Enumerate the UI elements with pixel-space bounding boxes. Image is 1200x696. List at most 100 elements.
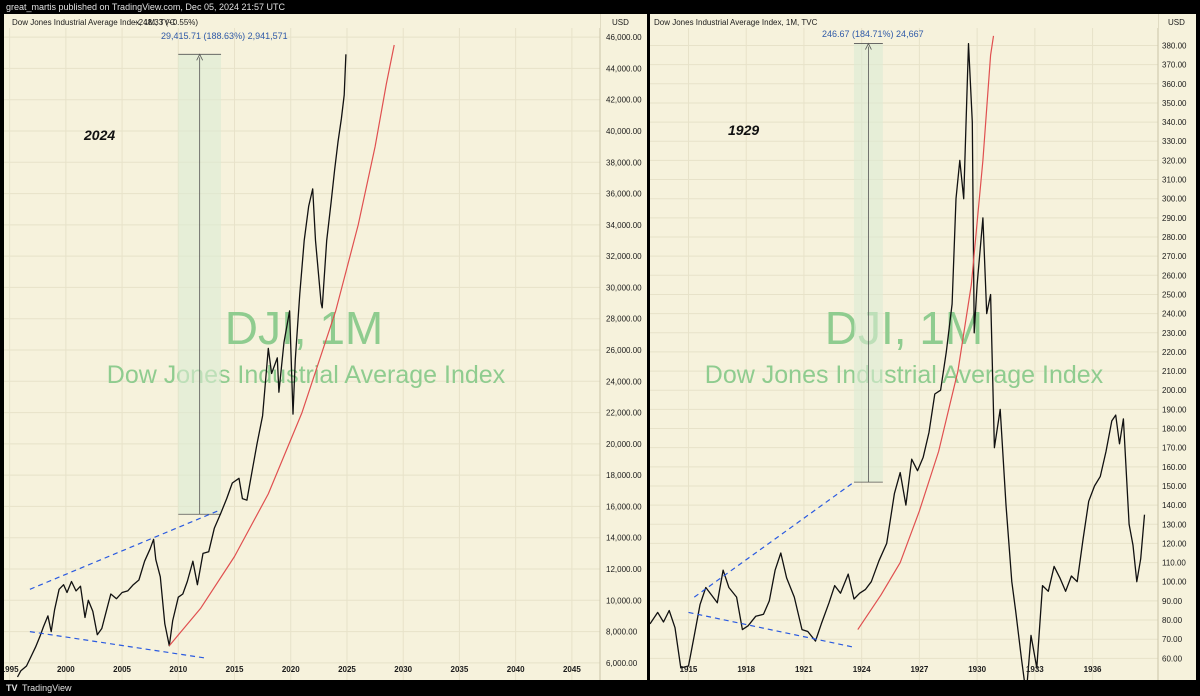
series-line-3[interactable] bbox=[29, 631, 207, 659]
currency-label[interactable]: USD bbox=[1168, 18, 1185, 27]
y-tick-label: 200.00 bbox=[1162, 386, 1187, 395]
x-tick-label: 1915 bbox=[680, 665, 698, 674]
x-tick-label: 2035 bbox=[451, 665, 469, 674]
price-axis-bg[interactable] bbox=[600, 14, 647, 680]
y-tick-label: 80.00 bbox=[1162, 616, 1183, 625]
x-tick-label: 2010 bbox=[169, 665, 187, 674]
y-tick-label: 6,000.00 bbox=[606, 659, 638, 668]
y-tick-label: 350.00 bbox=[1162, 99, 1187, 108]
price-axis-bg[interactable] bbox=[1158, 14, 1196, 680]
year-annotation: 2024 bbox=[83, 127, 115, 143]
x-tick-label: 2015 bbox=[226, 665, 244, 674]
y-tick-label: 140.00 bbox=[1162, 501, 1187, 510]
currency-label[interactable]: USD bbox=[612, 18, 629, 27]
watermark-name: Dow Jones Industrial Average Index bbox=[705, 361, 1104, 389]
x-tick-label: 2025 bbox=[338, 665, 356, 674]
y-tick-label: 310.00 bbox=[1162, 176, 1187, 185]
y-tick-label: 300.00 bbox=[1162, 195, 1187, 204]
y-tick-label: 26,000.00 bbox=[606, 346, 642, 355]
tradingview-brand[interactable]: TradingView bbox=[22, 683, 72, 693]
y-tick-label: 340.00 bbox=[1162, 118, 1187, 127]
y-tick-label: 260.00 bbox=[1162, 271, 1187, 280]
y-tick-label: 18,000.00 bbox=[606, 471, 642, 480]
y-tick-label: 90.00 bbox=[1162, 597, 1183, 606]
y-tick-label: 380.00 bbox=[1162, 41, 1187, 50]
footer-bar: TV TradingView bbox=[0, 680, 1200, 696]
chart-svg-left[interactable]: DJI, 1M Dow Jones Industrial Average Inde… bbox=[4, 14, 647, 680]
watermark-name: Dow Jones Industrial Average Index bbox=[107, 361, 506, 389]
y-tick-label: 100.00 bbox=[1162, 578, 1187, 587]
y-tick-label: 220.00 bbox=[1162, 348, 1187, 357]
x-tick-label: 1936 bbox=[1084, 665, 1102, 674]
y-tick-label: 36,000.00 bbox=[606, 190, 642, 199]
measure-label: 29,415.71 (188.63%) 2,941,571 bbox=[161, 31, 288, 41]
y-tick-label: 250.00 bbox=[1162, 290, 1187, 299]
y-tick-label: 44,000.00 bbox=[606, 64, 642, 73]
x-tick-label: 1933 bbox=[1026, 665, 1044, 674]
y-tick-label: 20,000.00 bbox=[606, 440, 642, 449]
y-tick-label: 46,000.00 bbox=[606, 33, 642, 42]
y-tick-label: 24,000.00 bbox=[606, 377, 642, 386]
year-annotation: 1929 bbox=[728, 122, 759, 138]
tradingview-logo-icon[interactable]: TV bbox=[6, 683, 18, 693]
y-tick-label: 28,000.00 bbox=[606, 315, 642, 324]
x-tick-label: 2045 bbox=[563, 665, 581, 674]
y-tick-label: 170.00 bbox=[1162, 444, 1187, 453]
y-tick-label: 330.00 bbox=[1162, 137, 1187, 146]
y-tick-label: 190.00 bbox=[1162, 405, 1187, 414]
y-tick-label: 12,000.00 bbox=[606, 565, 642, 574]
x-tick-label: 2005 bbox=[113, 665, 131, 674]
y-tick-label: 180.00 bbox=[1162, 425, 1187, 434]
y-tick-label: 210.00 bbox=[1162, 367, 1187, 376]
x-tick-label: 2020 bbox=[282, 665, 300, 674]
y-tick-label: 290.00 bbox=[1162, 214, 1187, 223]
series-line-0[interactable] bbox=[650, 42, 1146, 680]
series-line-3[interactable] bbox=[688, 611, 853, 648]
y-tick-label: 120.00 bbox=[1162, 539, 1187, 548]
y-tick-label: 230.00 bbox=[1162, 329, 1187, 338]
y-tick-label: 42,000.00 bbox=[606, 96, 642, 105]
legend-title[interactable]: Dow Jones Industrial Average Index, 1M, … bbox=[654, 18, 818, 27]
y-tick-label: 240.00 bbox=[1162, 310, 1187, 319]
watermark-symbol: DJI, 1M bbox=[825, 302, 983, 354]
series-line-1[interactable] bbox=[857, 35, 995, 630]
x-tick-label: 1924 bbox=[853, 665, 871, 674]
y-tick-label: 320.00 bbox=[1162, 156, 1187, 165]
y-tick-label: 38,000.00 bbox=[606, 158, 642, 167]
x-tick-label: 2030 bbox=[394, 665, 412, 674]
watermark-symbol: DJI, 1M bbox=[225, 302, 383, 354]
y-tick-label: 370.00 bbox=[1162, 61, 1187, 70]
y-tick-label: 70.00 bbox=[1162, 635, 1183, 644]
y-tick-label: 14,000.00 bbox=[606, 534, 642, 543]
publisher-text: great_martis published on TradingView.co… bbox=[6, 2, 285, 12]
y-tick-label: 8,000.00 bbox=[606, 628, 638, 637]
x-tick-label: 1930 bbox=[968, 665, 986, 674]
legend-bg bbox=[4, 14, 600, 28]
y-tick-label: 150.00 bbox=[1162, 482, 1187, 491]
y-tick-label: 30,000.00 bbox=[606, 283, 642, 292]
series-group bbox=[16, 44, 395, 678]
x-tick-label: 1918 bbox=[737, 665, 755, 674]
series-group bbox=[650, 35, 1146, 680]
y-tick-label: 280.00 bbox=[1162, 233, 1187, 242]
y-tick-label: 16,000.00 bbox=[606, 502, 642, 511]
x-tick-label: 2040 bbox=[507, 665, 525, 674]
y-tick-label: 360.00 bbox=[1162, 80, 1187, 89]
y-tick-label: 22,000.00 bbox=[606, 409, 642, 418]
series-line-2[interactable] bbox=[693, 481, 855, 598]
legend-title[interactable]: Dow Jones Industrial Average Index, 1M, … bbox=[12, 18, 176, 27]
legend-change: −248.33 (−0.55%) bbox=[134, 18, 198, 27]
chart-panel-left[interactable]: DJI, 1M Dow Jones Industrial Average Inde… bbox=[4, 14, 647, 680]
y-tick-label: 130.00 bbox=[1162, 520, 1187, 529]
series-line-0[interactable] bbox=[16, 54, 347, 678]
measure-label: 246.67 (184.71%) 24,667 bbox=[822, 29, 924, 39]
chart-panel-right[interactable]: DJI, 1M Dow Jones Industrial Average Inde… bbox=[650, 14, 1196, 680]
y-tick-label: 60.00 bbox=[1162, 654, 1183, 663]
grid-lines bbox=[650, 14, 1158, 680]
series-line-2[interactable] bbox=[29, 509, 222, 590]
x-tick-label: 1927 bbox=[910, 665, 928, 674]
y-tick-label: 10,000.00 bbox=[606, 596, 642, 605]
chart-svg-right[interactable]: DJI, 1M Dow Jones Industrial Average Inde… bbox=[650, 14, 1196, 680]
series-line-1[interactable] bbox=[168, 44, 395, 647]
y-tick-label: 270.00 bbox=[1162, 252, 1187, 261]
